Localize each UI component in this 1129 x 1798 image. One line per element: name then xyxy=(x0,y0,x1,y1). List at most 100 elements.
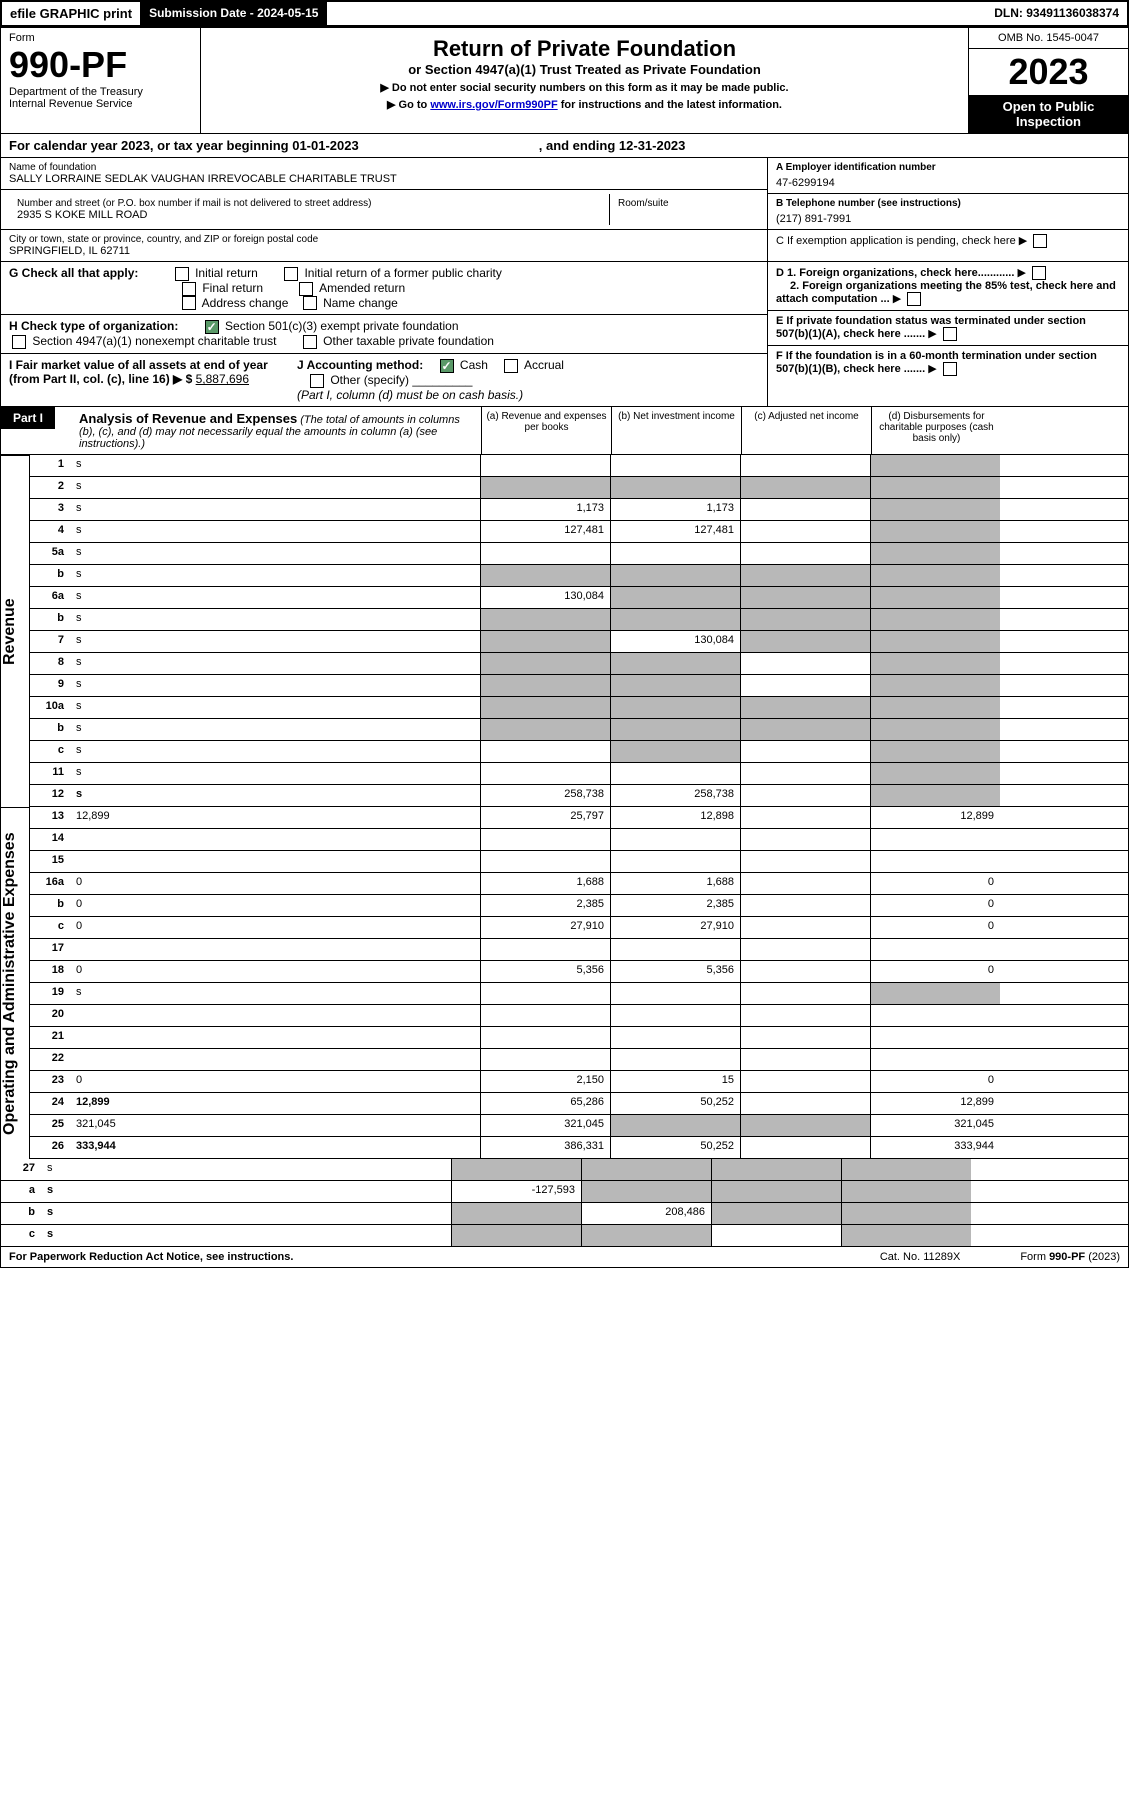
amended-return-checkbox[interactable] xyxy=(299,282,313,296)
line-desc: s xyxy=(70,719,480,740)
line-desc: s xyxy=(70,785,480,806)
cell-d xyxy=(870,653,1000,674)
cell-c xyxy=(740,631,870,652)
col-a-header: (a) Revenue and expenses per books xyxy=(481,407,611,454)
final-return-checkbox[interactable] xyxy=(182,282,196,296)
cell-c xyxy=(740,697,870,718)
form-label: Form xyxy=(9,32,192,44)
cell-b xyxy=(610,763,740,784)
cell-d xyxy=(870,719,1000,740)
ein: 47-6299194 xyxy=(776,173,1120,189)
cell-c xyxy=(740,1049,870,1070)
name-change-checkbox[interactable] xyxy=(303,296,317,310)
c-checkbox[interactable] xyxy=(1033,234,1047,248)
other-method-checkbox[interactable] xyxy=(310,374,324,388)
line-desc: 0 xyxy=(70,873,480,894)
cell-c xyxy=(740,1027,870,1048)
cell-c xyxy=(740,1115,870,1136)
initial-former-checkbox[interactable] xyxy=(284,267,298,281)
cell-a: 2,150 xyxy=(480,1071,610,1092)
cell-b: 5,356 xyxy=(610,961,740,982)
cell-d xyxy=(870,609,1000,630)
cell-b xyxy=(610,1049,740,1070)
analysis-title: Analysis of Revenue and Expenses xyxy=(79,411,297,426)
cell-d xyxy=(870,785,1000,806)
line-desc: 0 xyxy=(70,961,480,982)
cell-c xyxy=(740,807,870,828)
cell-c xyxy=(740,521,870,542)
fmv-value: 5,887,696 xyxy=(196,372,249,386)
cell-d xyxy=(870,675,1000,696)
cell-d xyxy=(841,1203,971,1224)
d1-checkbox[interactable] xyxy=(1032,266,1046,280)
submission-date: Submission Date - 2024-05-15 xyxy=(141,2,327,25)
inst2: ▶ Go to www.irs.gov/Form990PF for instru… xyxy=(209,98,960,111)
cell-b xyxy=(610,455,740,476)
cat-no: Cat. No. 11289X xyxy=(880,1251,961,1263)
cell-a: -127,593 xyxy=(451,1181,581,1202)
4947-checkbox[interactable] xyxy=(12,335,26,349)
f-row: F If the foundation is in a 60-month ter… xyxy=(768,346,1128,380)
cell-a: 2,385 xyxy=(480,895,610,916)
cell-b xyxy=(610,983,740,1004)
501c3-checkbox[interactable]: ✓ xyxy=(205,320,219,334)
cell-b xyxy=(610,587,740,608)
accrual-checkbox[interactable] xyxy=(504,359,518,373)
line-desc: 333,944 xyxy=(70,1137,480,1158)
cell-d xyxy=(870,543,1000,564)
calendar-row: For calendar year 2023, or tax year begi… xyxy=(0,134,1129,158)
table-row: b02,3852,3850 xyxy=(30,895,1129,917)
cell-b: 15 xyxy=(610,1071,740,1092)
line-desc: s xyxy=(70,741,480,762)
omb: OMB No. 1545-0047 xyxy=(969,28,1128,49)
cell-d xyxy=(870,455,1000,476)
cell-d: 321,045 xyxy=(870,1115,1000,1136)
cell-b: 258,738 xyxy=(610,785,740,806)
cell-a: 321,045 xyxy=(480,1115,610,1136)
initial-return-checkbox[interactable] xyxy=(175,267,189,281)
cell-a xyxy=(480,477,610,498)
line-number: 24 xyxy=(30,1093,70,1114)
line-desc: s xyxy=(41,1203,451,1224)
cell-b xyxy=(610,653,740,674)
other-taxable-checkbox[interactable] xyxy=(303,335,317,349)
table-row: 2302,150150 xyxy=(30,1071,1129,1093)
line-number: b xyxy=(30,719,70,740)
cell-d xyxy=(841,1225,971,1246)
cell-b xyxy=(610,939,740,960)
cell-b: 2,385 xyxy=(610,895,740,916)
e-checkbox[interactable] xyxy=(943,327,957,341)
cell-d xyxy=(870,1027,1000,1048)
line-number: c xyxy=(30,741,70,762)
line-number: 27 xyxy=(1,1159,41,1180)
cell-b xyxy=(581,1225,711,1246)
cell-b xyxy=(610,1027,740,1048)
year: 2023 xyxy=(969,49,1128,95)
subtitle: or Section 4947(a)(1) Trust Treated as P… xyxy=(209,62,960,77)
f-checkbox[interactable] xyxy=(943,362,957,376)
d2-checkbox[interactable] xyxy=(907,292,921,306)
cell-d: 333,944 xyxy=(870,1137,1000,1158)
table-row: 17 xyxy=(30,939,1129,961)
irs-text: Internal Revenue Service xyxy=(9,98,192,110)
cell-d xyxy=(870,741,1000,762)
line-number: 16a xyxy=(30,873,70,894)
line-number: 1 xyxy=(30,455,70,476)
irs-link[interactable]: www.irs.gov/Form990PF xyxy=(430,99,557,111)
cell-b xyxy=(610,741,740,762)
table-row: bs xyxy=(30,609,1129,631)
cell-a xyxy=(480,829,610,850)
cell-d xyxy=(870,829,1000,850)
cell-d xyxy=(870,631,1000,652)
address-change-checkbox[interactable] xyxy=(182,296,196,310)
cell-a xyxy=(480,565,610,586)
table-row: 1s xyxy=(30,455,1129,477)
line-number: b xyxy=(1,1203,41,1224)
line-number: 8 xyxy=(30,653,70,674)
table-row: 12s258,738258,738 xyxy=(30,785,1129,807)
form-number: 990-PF xyxy=(9,44,192,86)
city-label: City or town, state or province, country… xyxy=(9,234,759,245)
cash-checkbox[interactable]: ✓ xyxy=(440,359,454,373)
address-label: Number and street (or P.O. box number if… xyxy=(17,198,601,209)
line-desc: s xyxy=(70,675,480,696)
